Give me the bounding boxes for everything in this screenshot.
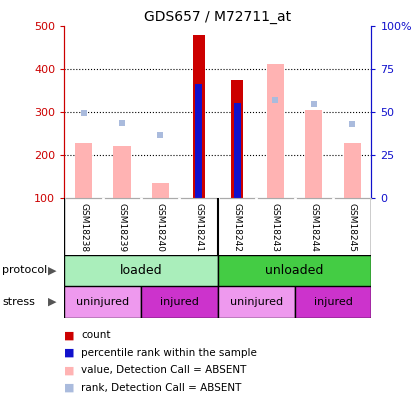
Bar <box>193 35 205 198</box>
Title: GDS657 / M72711_at: GDS657 / M72711_at <box>144 10 291 24</box>
Text: GSM18238: GSM18238 <box>79 203 88 252</box>
Bar <box>64 286 141 318</box>
Text: percentile rank within the sample: percentile rank within the sample <box>81 348 257 358</box>
Text: uninjured: uninjured <box>76 297 129 307</box>
Text: GSM18240: GSM18240 <box>156 203 165 252</box>
Text: GSM18243: GSM18243 <box>271 203 280 252</box>
Bar <box>218 255 371 286</box>
Text: loaded: loaded <box>120 264 162 277</box>
Text: ■: ■ <box>64 330 75 340</box>
Bar <box>344 143 361 198</box>
Text: ■: ■ <box>64 348 75 358</box>
Bar <box>113 146 131 198</box>
Bar <box>151 183 169 198</box>
Bar <box>141 286 218 318</box>
Bar <box>305 110 322 198</box>
Text: ▶: ▶ <box>48 265 56 275</box>
Bar <box>64 255 218 286</box>
Text: ▶: ▶ <box>48 297 56 307</box>
Text: GSM18241: GSM18241 <box>194 203 203 252</box>
Text: uninjured: uninjured <box>229 297 283 307</box>
Text: GSM18239: GSM18239 <box>117 203 127 252</box>
Bar <box>75 143 92 198</box>
Text: value, Detection Call = ABSENT: value, Detection Call = ABSENT <box>81 365 246 375</box>
Text: protocol: protocol <box>2 265 47 275</box>
Text: stress: stress <box>2 297 35 307</box>
Text: GSM18244: GSM18244 <box>309 203 318 252</box>
Text: GSM18242: GSM18242 <box>232 203 242 252</box>
Bar <box>195 84 202 198</box>
Bar <box>218 286 295 318</box>
Text: injured: injured <box>314 297 352 307</box>
Bar <box>231 80 243 198</box>
Text: ■: ■ <box>64 365 75 375</box>
Text: injured: injured <box>160 297 199 307</box>
Bar <box>295 286 371 318</box>
Bar <box>234 103 241 198</box>
Text: count: count <box>81 330 110 340</box>
Text: rank, Detection Call = ABSENT: rank, Detection Call = ABSENT <box>81 383 241 392</box>
Text: unloaded: unloaded <box>266 264 324 277</box>
Bar <box>267 64 284 198</box>
Text: ■: ■ <box>64 383 75 392</box>
Text: GSM18245: GSM18245 <box>348 203 357 252</box>
